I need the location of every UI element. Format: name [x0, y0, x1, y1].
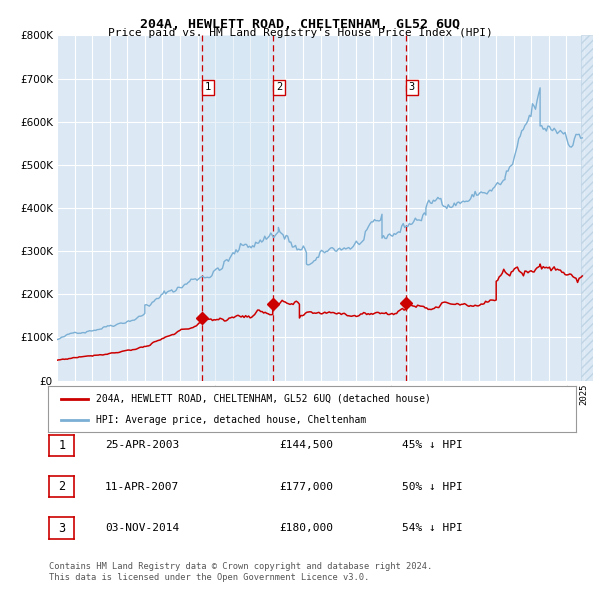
Text: £180,000: £180,000: [279, 523, 333, 533]
Text: This data is licensed under the Open Government Licence v3.0.: This data is licensed under the Open Gov…: [49, 573, 370, 582]
Text: £144,500: £144,500: [279, 441, 333, 450]
Text: Price paid vs. HM Land Registry's House Price Index (HPI): Price paid vs. HM Land Registry's House …: [107, 28, 493, 38]
Text: 204A, HEWLETT ROAD, CHELTENHAM, GL52 6UQ: 204A, HEWLETT ROAD, CHELTENHAM, GL52 6UQ: [140, 18, 460, 31]
Text: 1: 1: [205, 82, 211, 92]
Text: 54% ↓ HPI: 54% ↓ HPI: [402, 523, 463, 533]
Text: 3: 3: [58, 522, 65, 535]
Text: 3: 3: [409, 82, 415, 92]
Bar: [202, 35, 273, 381]
Bar: [581, 35, 600, 381]
Text: 45% ↓ HPI: 45% ↓ HPI: [402, 441, 463, 450]
Text: 11-APR-2007: 11-APR-2007: [105, 482, 179, 491]
Text: 204A, HEWLETT ROAD, CHELTENHAM, GL52 6UQ (detached house): 204A, HEWLETT ROAD, CHELTENHAM, GL52 6UQ…: [95, 394, 430, 404]
Text: 2: 2: [276, 82, 282, 92]
Text: Contains HM Land Registry data © Crown copyright and database right 2024.: Contains HM Land Registry data © Crown c…: [49, 562, 433, 571]
Text: 2: 2: [58, 480, 65, 493]
Text: 1: 1: [58, 439, 65, 452]
Text: 25-APR-2003: 25-APR-2003: [105, 441, 179, 450]
Text: 03-NOV-2014: 03-NOV-2014: [105, 523, 179, 533]
Text: HPI: Average price, detached house, Cheltenham: HPI: Average price, detached house, Chel…: [95, 415, 366, 425]
Text: 50% ↓ HPI: 50% ↓ HPI: [402, 482, 463, 491]
Text: £177,000: £177,000: [279, 482, 333, 491]
